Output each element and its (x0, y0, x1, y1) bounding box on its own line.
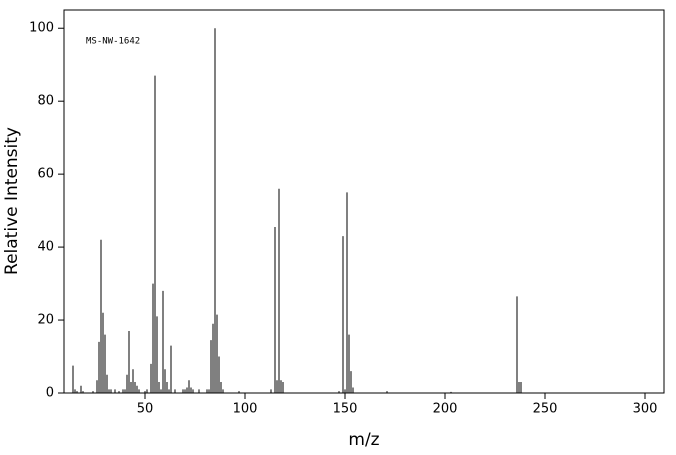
x-tick-label: 150 (333, 402, 358, 417)
x-axis-label: m/z (348, 430, 379, 450)
y-tick-label: 100 (29, 21, 54, 36)
x-tick-label: 50 (137, 402, 154, 417)
plot-frame (63, 9, 665, 394)
y-tick-label: 0 (46, 386, 54, 401)
y-tick-label: 80 (37, 94, 54, 109)
y-tick-label: 60 (37, 167, 54, 182)
y-tick-label: 40 (37, 240, 54, 255)
x-tick-label: 250 (533, 402, 558, 417)
x-tick-label: 200 (433, 402, 458, 417)
y-axis-label: Relative Intensity (2, 127, 22, 275)
y-tick-label: 20 (37, 313, 54, 328)
annotation: MS-NW-1642 (86, 37, 140, 47)
x-tick-label: 300 (633, 402, 658, 417)
x-tick-label: 100 (233, 402, 258, 417)
